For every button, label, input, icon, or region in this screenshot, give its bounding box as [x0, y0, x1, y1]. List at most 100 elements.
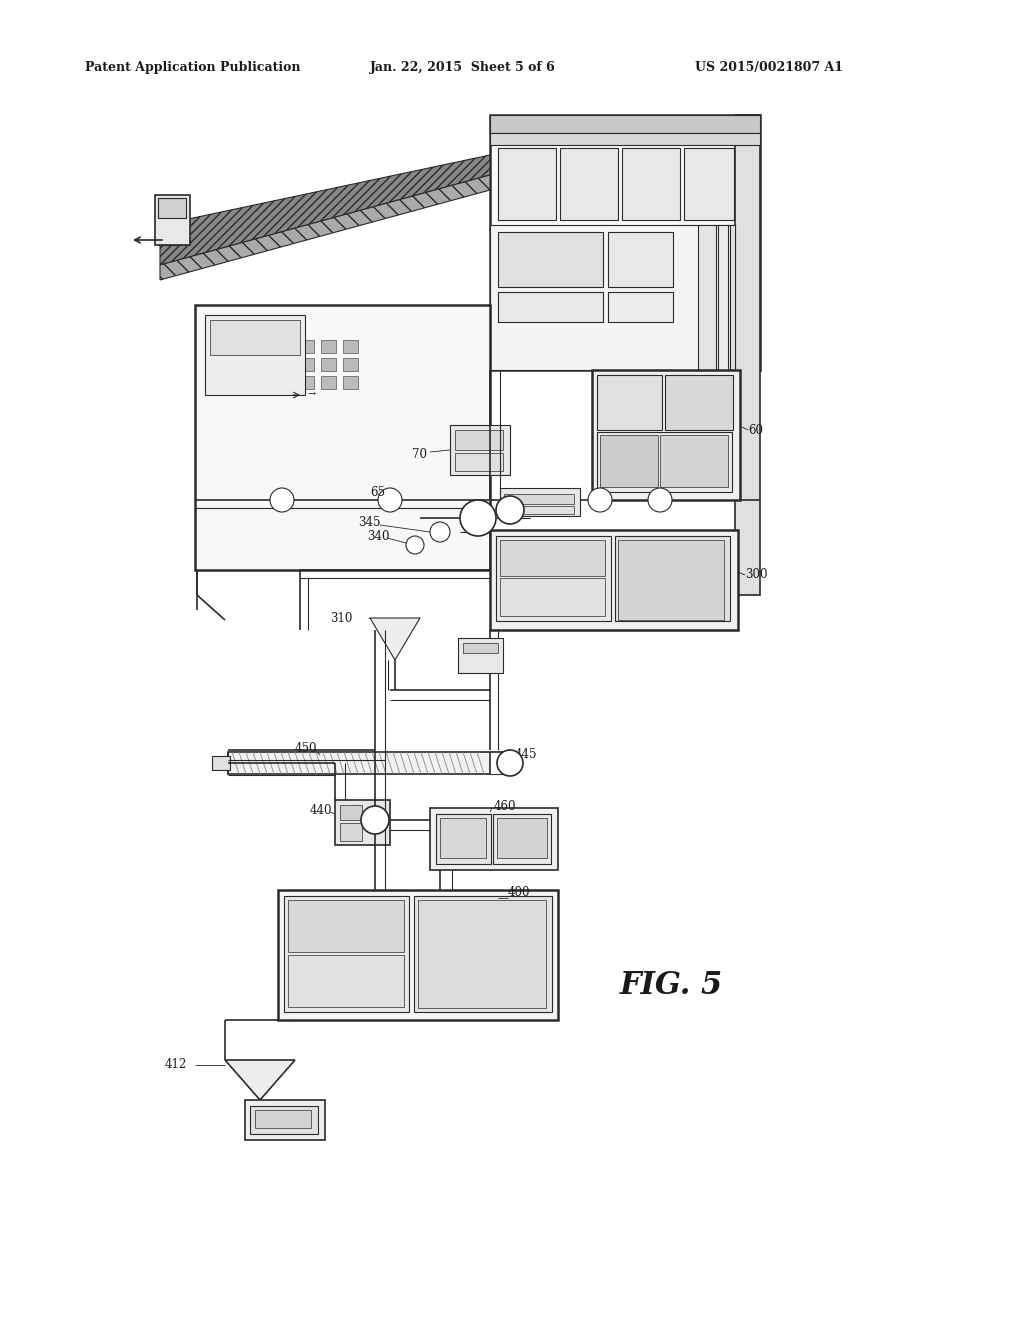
Bar	[288, 900, 404, 952]
Text: 460: 460	[494, 800, 516, 813]
Bar	[498, 232, 603, 286]
Bar	[158, 198, 186, 218]
Text: 412: 412	[165, 1059, 187, 1072]
Text: FIG. 5: FIG. 5	[620, 969, 723, 1001]
Bar	[210, 319, 300, 355]
Bar	[343, 376, 358, 389]
Bar	[597, 432, 732, 492]
Bar	[321, 358, 336, 371]
Text: 345: 345	[358, 516, 381, 529]
Bar	[321, 341, 336, 352]
Bar	[735, 115, 760, 595]
Bar	[500, 540, 605, 576]
Bar	[212, 756, 230, 770]
Bar	[340, 822, 362, 841]
Circle shape	[588, 488, 612, 512]
Text: 400: 400	[508, 886, 530, 899]
Text: 65: 65	[370, 487, 385, 499]
Bar	[597, 375, 662, 430]
Bar	[560, 148, 618, 220]
Bar	[497, 818, 547, 858]
Bar	[455, 453, 503, 471]
Circle shape	[496, 496, 524, 524]
Bar	[195, 305, 490, 570]
Bar	[622, 148, 680, 220]
Polygon shape	[160, 154, 490, 265]
Bar	[463, 643, 498, 653]
Bar	[490, 133, 760, 145]
Circle shape	[378, 488, 402, 512]
Text: →: →	[307, 391, 315, 400]
Bar	[335, 800, 390, 845]
Bar	[288, 954, 404, 1007]
Bar	[500, 488, 580, 516]
Bar	[255, 358, 270, 371]
Circle shape	[460, 500, 496, 536]
Bar	[440, 818, 486, 858]
Circle shape	[270, 488, 294, 512]
Bar	[158, 235, 178, 246]
Bar	[278, 341, 292, 352]
Bar	[245, 1100, 325, 1140]
Bar	[718, 224, 728, 480]
Circle shape	[406, 536, 424, 554]
Bar	[299, 341, 314, 352]
Bar	[414, 896, 552, 1012]
Bar	[490, 115, 760, 370]
Bar	[255, 341, 270, 352]
Bar	[493, 814, 551, 865]
Bar	[255, 376, 270, 389]
Bar	[618, 540, 724, 620]
Bar	[615, 536, 730, 620]
Bar	[608, 292, 673, 322]
Circle shape	[648, 488, 672, 512]
Text: US 2015/0021807 A1: US 2015/0021807 A1	[695, 62, 843, 74]
Bar	[455, 430, 503, 450]
Bar	[205, 315, 305, 395]
Text: 300: 300	[745, 569, 768, 582]
Bar	[278, 376, 292, 389]
Bar	[450, 425, 510, 475]
Polygon shape	[160, 176, 490, 280]
Bar	[430, 808, 558, 870]
Bar	[665, 375, 733, 430]
Bar	[278, 890, 558, 1020]
Bar	[498, 148, 556, 220]
Bar	[458, 638, 503, 673]
Circle shape	[361, 807, 389, 834]
Text: Jan. 22, 2015  Sheet 5 of 6: Jan. 22, 2015 Sheet 5 of 6	[370, 62, 556, 74]
Bar	[496, 536, 611, 620]
Text: 340: 340	[367, 531, 389, 544]
Text: 440: 440	[310, 804, 333, 817]
Bar	[490, 224, 735, 370]
Bar	[255, 1110, 311, 1129]
Text: 60: 60	[748, 424, 763, 437]
Bar	[490, 531, 738, 630]
Bar	[155, 195, 190, 246]
Bar	[660, 436, 728, 487]
Bar	[321, 376, 336, 389]
Text: 450: 450	[295, 742, 317, 755]
Bar	[500, 578, 605, 616]
Circle shape	[430, 521, 450, 543]
Bar	[418, 900, 546, 1008]
Bar	[436, 814, 490, 865]
Bar	[592, 370, 740, 500]
Bar	[343, 358, 358, 371]
Bar	[299, 376, 314, 389]
Text: 445: 445	[515, 747, 538, 760]
Bar	[698, 224, 716, 480]
Bar	[284, 896, 409, 1012]
Bar	[250, 1106, 318, 1134]
Bar	[730, 224, 735, 480]
Bar	[600, 436, 658, 487]
Polygon shape	[370, 618, 420, 660]
Bar	[343, 341, 358, 352]
Bar	[608, 232, 673, 286]
Circle shape	[497, 750, 523, 776]
Bar	[340, 805, 362, 820]
Text: 70: 70	[412, 449, 427, 462]
Bar	[504, 506, 574, 513]
Text: Patent Application Publication: Patent Application Publication	[85, 62, 300, 74]
Bar	[299, 358, 314, 371]
